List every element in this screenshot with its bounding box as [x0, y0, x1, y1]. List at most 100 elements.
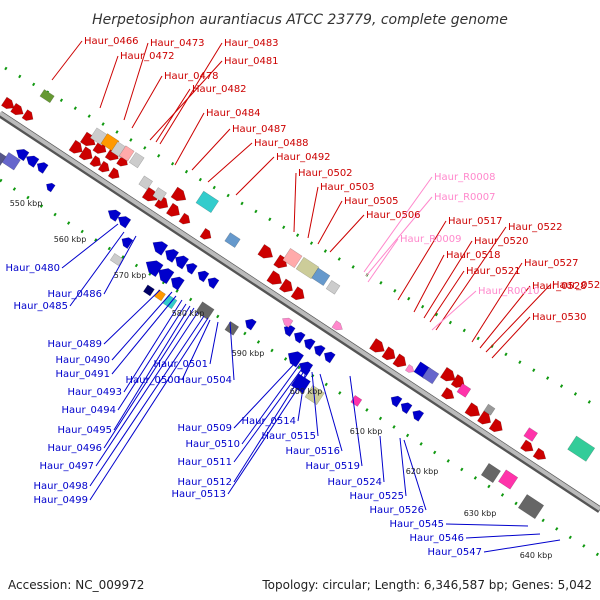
reverse-cds-0 — [15, 148, 30, 162]
gene-label: Haur_0501 — [153, 359, 208, 370]
leader-line — [365, 196, 433, 277]
leader-line — [307, 186, 319, 239]
leader-line — [155, 88, 191, 143]
reverse-feature-7 — [224, 321, 240, 336]
kbp-label: 630 kbp — [464, 509, 497, 518]
reverse-feature-6 — [195, 301, 215, 320]
forward-cds-16 — [369, 338, 385, 353]
leader-line — [429, 270, 465, 323]
reverse-cds-2 — [36, 162, 49, 174]
leader-line — [413, 254, 445, 313]
leader-line — [329, 214, 365, 253]
gene-label: Haur_0481 — [224, 56, 279, 67]
leader-line — [111, 291, 173, 361]
forward-cds-0 — [0, 96, 15, 110]
leader-line — [233, 365, 305, 463]
forward-cds-15 — [290, 286, 305, 301]
gene-label: Haur_0484 — [206, 108, 261, 119]
forward-cds-8 — [141, 186, 158, 202]
leader-line — [159, 42, 223, 145]
forward-feature-19 — [567, 435, 596, 462]
leader-line — [113, 305, 191, 431]
leader-line — [207, 142, 253, 183]
forward-cds-outer-0 — [79, 131, 96, 147]
leader-line — [363, 176, 433, 273]
forward-feature-17 — [483, 403, 496, 416]
gene-label: Haur_0492 — [276, 152, 331, 163]
leader-line — [149, 60, 223, 141]
forward-feature-12 — [311, 267, 331, 287]
gene-label: Haur_0525 — [349, 491, 404, 502]
gene-label: Haur_R0010 — [478, 286, 540, 297]
gene-label: Haur_0514 — [241, 416, 296, 427]
gene-label: Haur_R0008 — [434, 172, 496, 183]
leader-line — [69, 231, 125, 307]
gene-label: Haur_R0009 — [400, 234, 462, 245]
topology-text: Topology: circular; Length: 6,346,587 bp… — [262, 578, 592, 592]
gene-label: Haur_0510 — [185, 439, 240, 450]
leader-line — [99, 55, 119, 109]
gene-label: Haur_0522 — [508, 222, 563, 233]
forward-cds-4 — [78, 146, 93, 161]
forward-cds-20 — [464, 402, 481, 417]
gene-label: Haur_0494 — [61, 405, 116, 416]
forward-feature-15 — [421, 366, 440, 385]
forward-cds-14 — [278, 278, 293, 293]
gene-label: Haur_0547 — [427, 547, 482, 558]
reverse-feature-4 — [154, 289, 166, 302]
reverse-cds-14 — [313, 345, 326, 357]
gene-label: Haur_0490 — [55, 355, 110, 366]
forward-cds-outer-4 — [170, 186, 187, 202]
reverse-cds-inner-5 — [245, 318, 257, 331]
forward-cds-outer-6 — [273, 254, 288, 269]
gene-label: Haur_0512 — [177, 477, 232, 488]
forward-cds-9 — [154, 195, 169, 210]
forward-cds-10 — [165, 202, 180, 217]
reverse-feature-12 — [498, 469, 519, 490]
reverse-cds-inner-2 — [145, 260, 164, 278]
reverse-cds-4 — [117, 216, 132, 229]
forward-cds-24 — [532, 447, 547, 460]
leader-lines — [51, 40, 561, 553]
kbp-label: 550 kbp — [10, 199, 43, 208]
kbp-label: 590 kbp — [232, 349, 265, 358]
leader-line — [297, 367, 307, 422]
forward-feature-7 — [152, 187, 167, 202]
leader-line — [399, 437, 407, 497]
gene-label: Haur_0521 — [466, 266, 521, 277]
forward-feature-5 — [128, 151, 145, 169]
gene-label: Haur_0496 — [47, 443, 102, 454]
gene-label: Haur_0520 — [474, 236, 529, 247]
forward-cds-2 — [21, 109, 34, 121]
gene-label: Haur_0515 — [261, 431, 316, 442]
gene-label: Haur_0500 — [125, 375, 180, 386]
leader-line — [174, 112, 205, 166]
forward-feature-6 — [138, 175, 153, 191]
forward-cds-18 — [392, 353, 407, 368]
leader-line — [61, 223, 119, 269]
leader-line — [233, 367, 307, 483]
leader-line — [89, 315, 205, 487]
gene-label: Haur_0488 — [254, 138, 309, 149]
reverse-feature-11 — [480, 462, 501, 484]
gene-label: Haur_0487 — [232, 124, 287, 135]
kbp-label: 570 kbp — [114, 271, 147, 280]
leader-line — [445, 523, 529, 527]
gene-label: Haur_0504 — [177, 375, 232, 386]
reverse-cds-15 — [323, 351, 336, 364]
gene-label: Haur_0519 — [305, 461, 360, 472]
forward-cds-outer-5 — [257, 243, 274, 259]
leader-line — [103, 289, 161, 345]
gene-label: Haur_0497 — [39, 461, 94, 472]
forward-feature-13 — [325, 280, 341, 295]
leader-line — [483, 539, 561, 553]
forward-feature-16 — [456, 383, 472, 398]
leader-line — [379, 435, 385, 483]
gene-label: Haur_0545 — [389, 519, 444, 530]
forward-feature-9 — [224, 232, 241, 248]
gene-label: Haur_0483 — [224, 38, 279, 49]
reverse-cds-3 — [107, 209, 122, 222]
reverse-cds-18 — [412, 410, 425, 422]
reverse-cds-6 — [165, 248, 180, 263]
reverse-rna-0 — [282, 317, 294, 328]
